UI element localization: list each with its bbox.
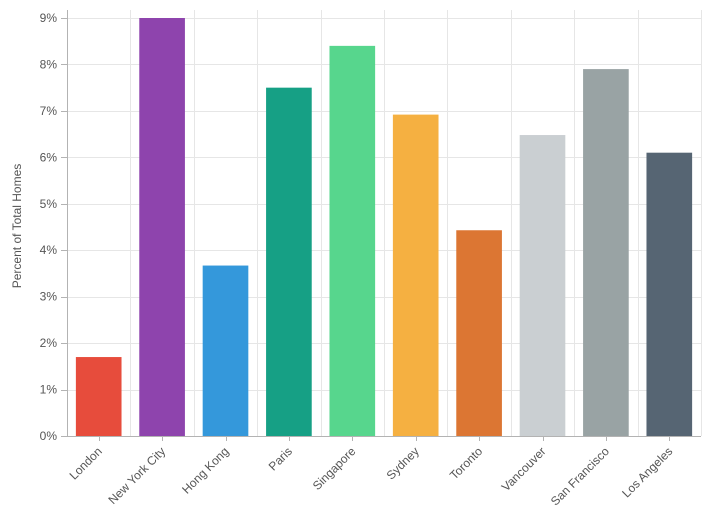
- y-tick-label: 3%: [40, 290, 58, 304]
- y-tick-labels: 0% 1% 2% 3% 4% 5% 6% 7% 8% 9%: [40, 11, 58, 443]
- y-tick-label: 7%: [40, 104, 58, 118]
- y-tick-label: 1%: [40, 383, 58, 397]
- y-tick-label: 9%: [40, 11, 58, 25]
- y-tick-label: 5%: [40, 197, 58, 211]
- x-tick-label: Hong Kong: [179, 444, 231, 496]
- axes: [61, 10, 701, 441]
- bar-vancouver[interactable]: [519, 135, 566, 437]
- bar-los-angeles[interactable]: [646, 152, 693, 436]
- x-tick-label: Singapore: [310, 444, 359, 493]
- x-tick-label: San Francisco: [548, 444, 612, 508]
- x-tick-label: London: [67, 444, 105, 482]
- bar-sydney[interactable]: [392, 114, 439, 437]
- bar-san-francisco[interactable]: [583, 69, 629, 436]
- y-tick-label: 8%: [40, 57, 58, 71]
- bar-new-york-city[interactable]: [139, 18, 185, 436]
- y-tick-label: 6%: [40, 150, 58, 164]
- x-tick-label: Vancouver: [499, 444, 549, 494]
- bar-toronto[interactable]: [456, 230, 502, 436]
- y-tick-label: 2%: [40, 336, 58, 350]
- x-tick-label: Toronto: [447, 444, 485, 482]
- y-tick-label: 0%: [40, 429, 58, 443]
- bar-hong-kong[interactable]: [202, 265, 249, 436]
- bars: [75, 18, 693, 437]
- x-tick-labels: London New York City Hong Kong Paris Singapo…: [67, 444, 676, 508]
- x-tick-label: Los Angeles: [619, 444, 675, 500]
- x-tick-label: Sydney: [384, 444, 422, 482]
- bar-singapore[interactable]: [329, 45, 376, 436]
- bar-paris[interactable]: [266, 87, 312, 437]
- y-axis-title: Percent of Total Homes: [10, 164, 24, 289]
- y-tick-label: 4%: [40, 243, 58, 257]
- bar-london[interactable]: [75, 357, 122, 436]
- x-tick-label: New York City: [105, 444, 168, 507]
- x-tick-label: Paris: [266, 444, 295, 473]
